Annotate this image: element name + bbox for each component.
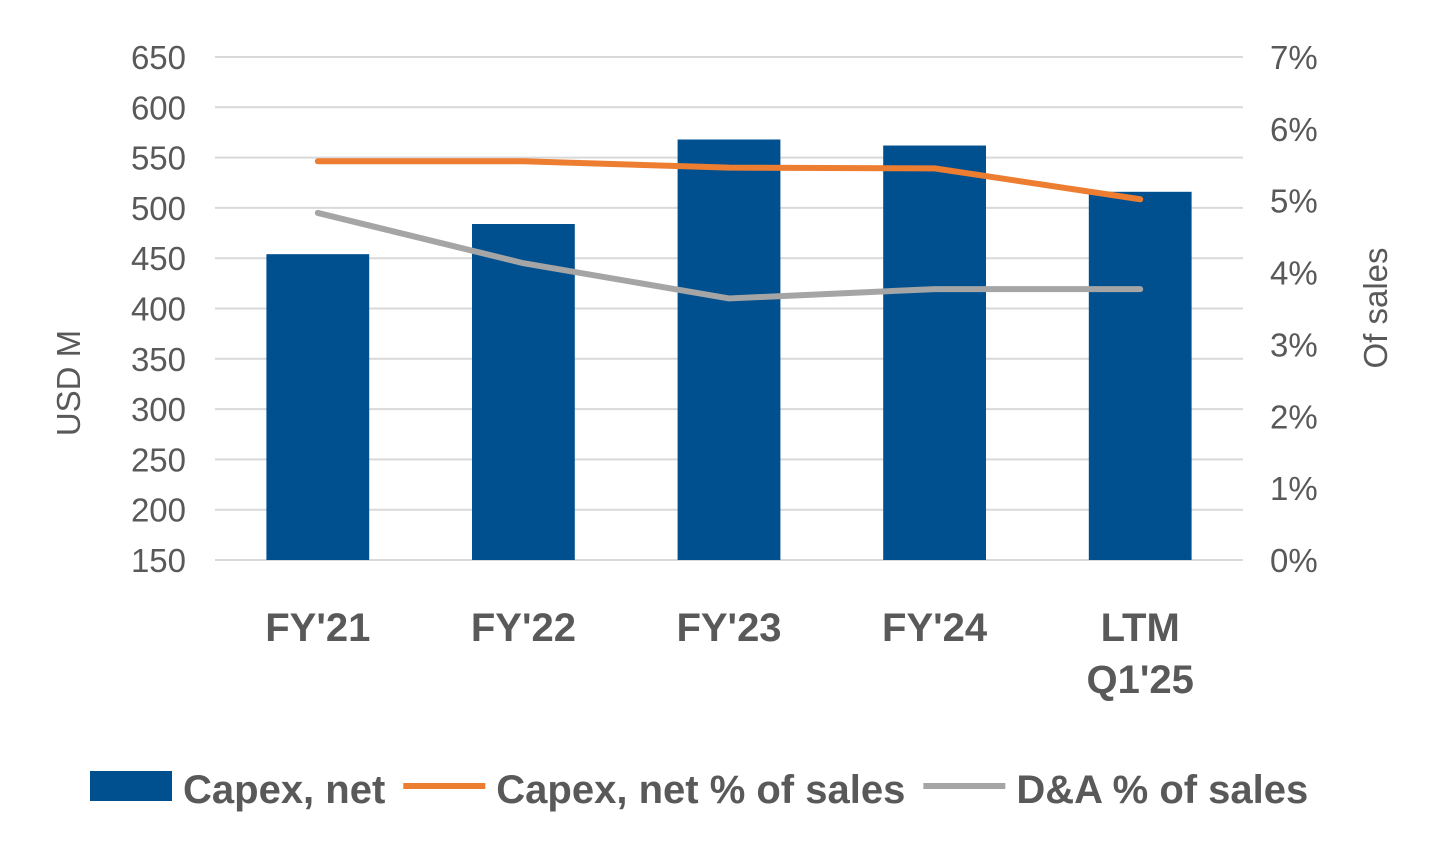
legend-label: Capex, net % of sales	[496, 768, 905, 812]
right-tick-label: 6%	[1270, 111, 1318, 148]
left-tick-label: 200	[131, 492, 186, 529]
bar	[677, 139, 781, 560]
right-tick-label: 4%	[1270, 255, 1318, 292]
left-tick-label: 600	[131, 89, 186, 126]
bar	[472, 223, 575, 560]
left-tick-label: 300	[131, 391, 186, 428]
right-tick-label: 0%	[1270, 542, 1318, 579]
category-label: FY'24	[882, 606, 988, 650]
legend-swatch	[90, 771, 172, 801]
legend: Capex, net Capex, net % of sales D&A % of …	[90, 768, 1308, 812]
bar-series	[266, 139, 1192, 560]
right-axis-title: Of sales	[1357, 247, 1394, 368]
category-label: FY'22	[471, 606, 576, 650]
left-axis-ticks: 650 600 550 500 450 400 350 300 250 200 150	[131, 39, 186, 579]
series-line	[314, 209, 1144, 302]
category-label: FY'23	[676, 606, 781, 650]
line-series	[314, 158, 1144, 302]
left-tick-label: 550	[131, 140, 186, 177]
right-tick-label: 2%	[1270, 398, 1318, 435]
right-axis-ticks: 7% 6% 5% 4% 3% 2% 1% 0%	[1270, 39, 1318, 579]
bar	[883, 145, 986, 560]
right-tick-label: 3%	[1270, 326, 1318, 363]
left-tick-label: 400	[131, 291, 186, 328]
right-tick-label: 7%	[1270, 39, 1318, 76]
left-tick-label: 350	[131, 341, 186, 378]
left-tick-label: 500	[131, 190, 186, 227]
left-tick-label: 150	[131, 542, 186, 579]
left-tick-label: 450	[131, 240, 186, 277]
category-label: LTM Q1'25	[1087, 606, 1194, 702]
bar	[266, 254, 370, 560]
series-line	[314, 158, 1144, 203]
left-axis-title: USD M	[50, 330, 87, 436]
category-labels: FY'21 FY'22 FY'23 FY'24 LTM Q1'25	[265, 606, 1194, 702]
legend-label: D&A % of sales	[1016, 768, 1308, 812]
left-tick-label: 650	[131, 39, 186, 76]
bar	[1088, 191, 1192, 560]
left-tick-label: 250	[131, 441, 186, 478]
right-tick-label: 5%	[1270, 183, 1318, 220]
category-label: FY'21	[265, 606, 370, 650]
legend-label: Capex, net	[183, 768, 385, 812]
right-tick-label: 1%	[1270, 470, 1318, 507]
